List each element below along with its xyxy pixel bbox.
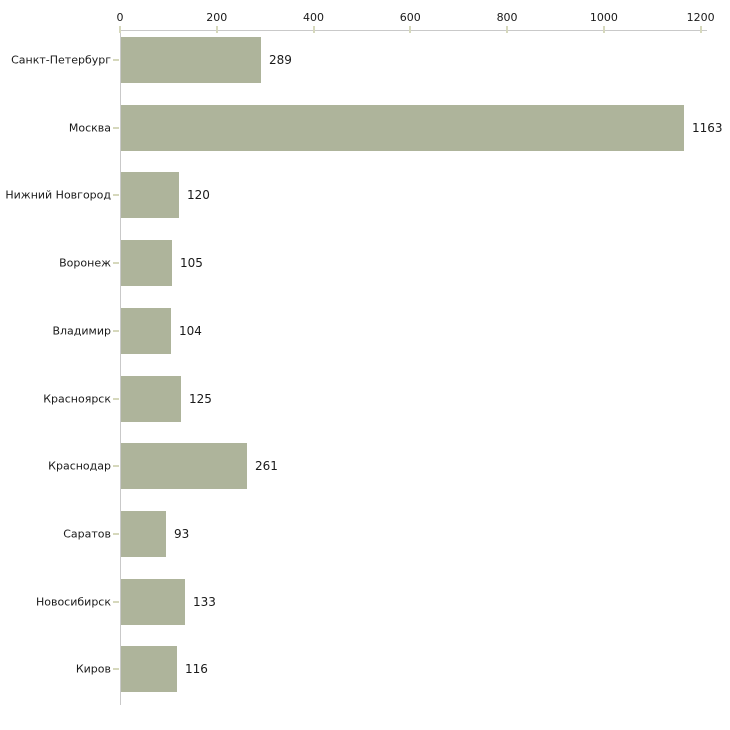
value-label: 1163: [692, 120, 723, 135]
x-axis-tick-label: 400: [303, 11, 325, 24]
category-label: Красноярск: [43, 392, 111, 405]
x-axis-tick: [119, 26, 121, 33]
x-axis-tick-label: 0: [116, 11, 124, 24]
y-axis-tick: [113, 532, 119, 535]
value-label: 93: [174, 526, 190, 541]
category-label: Новосибирск: [35, 595, 111, 609]
bar: [121, 37, 261, 83]
value-label: 125: [189, 391, 212, 406]
bar: [121, 646, 177, 693]
y-axis-tick: [113, 397, 119, 400]
category-label: Санкт-Петербург: [11, 53, 111, 67]
category-label: Владимир: [52, 324, 111, 338]
bar: [121, 578, 185, 625]
x-axis-tick: [215, 26, 218, 33]
bar: [121, 510, 166, 557]
x-axis-tick-label: 200: [206, 11, 228, 24]
category-label: Краснодар: [48, 459, 111, 473]
y-axis-tick: [113, 194, 119, 197]
value-label: 105: [180, 256, 203, 271]
bar: [121, 104, 684, 151]
category-label: Воронеж: [59, 256, 111, 270]
x-axis-tick: [699, 26, 702, 33]
value-label: 104: [179, 323, 202, 338]
x-axis-tick: [602, 26, 605, 33]
y-axis-tick: [113, 59, 119, 61]
y-axis-tick: [113, 329, 119, 332]
x-axis-tick-label: 1200: [686, 11, 715, 24]
y-axis-tick: [113, 262, 119, 265]
value-label: 289: [269, 53, 292, 67]
y-axis-tick: [113, 600, 119, 603]
y-axis-tick: [113, 668, 119, 671]
y-axis-tick: [113, 126, 119, 129]
x-axis-tick: [409, 26, 412, 33]
x-axis-tick-label: 600: [399, 11, 421, 24]
x-axis-line: [120, 30, 707, 31]
bar: [121, 307, 171, 354]
value-label: 120: [187, 188, 210, 203]
category-label: Нижний Новгород: [5, 188, 111, 202]
bar: [121, 240, 172, 287]
y-axis-tick: [113, 465, 119, 468]
value-label: 116: [185, 662, 208, 677]
category-label: Москва: [68, 121, 111, 135]
x-axis-tick-label: 800: [496, 11, 518, 24]
y-axis-line: [120, 30, 121, 705]
bar: [121, 172, 179, 219]
value-label: 133: [193, 594, 216, 609]
bar: [121, 443, 247, 490]
category-label: Киров: [75, 662, 111, 676]
x-axis-tick: [312, 26, 315, 33]
category-label: Саратов: [63, 527, 111, 541]
value-label: 261: [255, 459, 278, 474]
bar: [121, 375, 181, 422]
x-axis-tick-label: 1000: [589, 11, 618, 24]
x-axis-tick: [506, 26, 509, 33]
